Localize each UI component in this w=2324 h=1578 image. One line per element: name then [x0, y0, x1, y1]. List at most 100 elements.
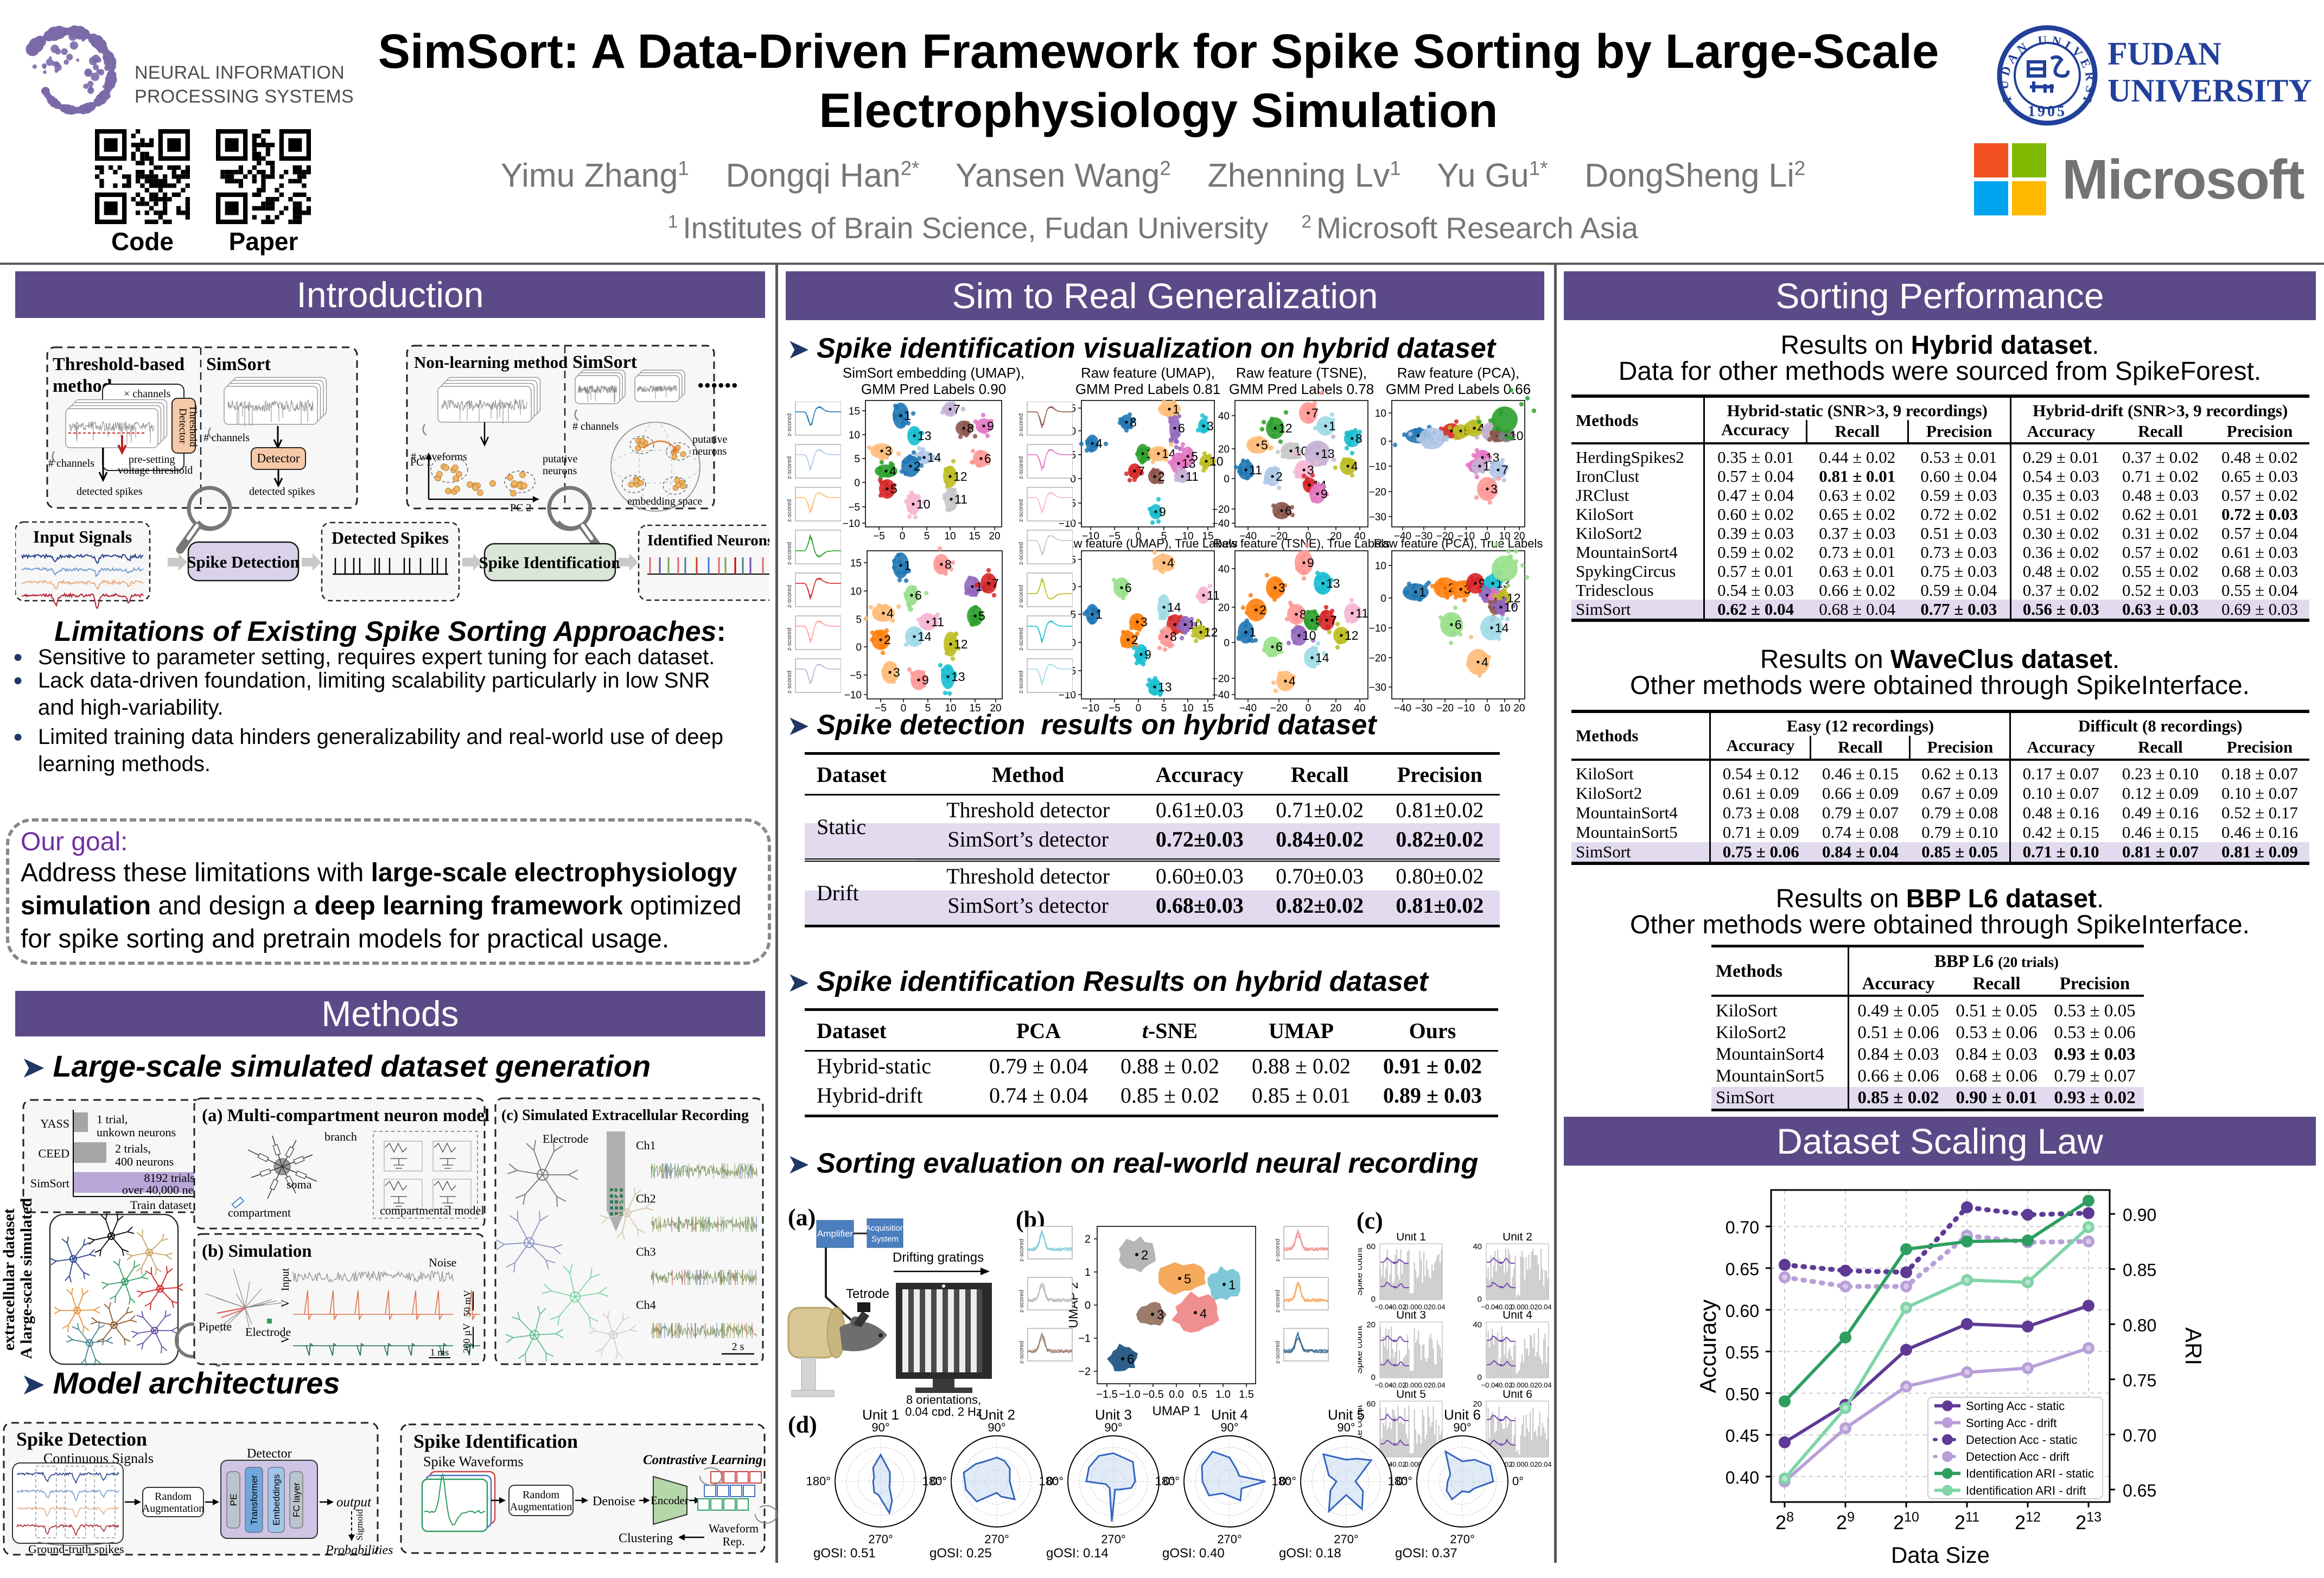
svg-text:PC 2: PC 2 [510, 502, 531, 514]
svg-text:0.5: 0.5 [1192, 1389, 1207, 1401]
svg-text:0: 0 [901, 703, 907, 714]
svg-text:−40: −40 [1212, 518, 1230, 530]
svg-text:detected spikes: detected spikes [77, 486, 143, 498]
svg-text:Detector: Detector [247, 1447, 292, 1461]
svg-text:2: 2 [1259, 603, 1266, 617]
svg-text:20: 20 [1218, 444, 1230, 455]
svg-text:20: 20 [1218, 602, 1230, 614]
svg-text:8: 8 [1170, 629, 1177, 644]
svg-text:11: 11 [1186, 469, 1199, 483]
svg-text:0.70: 0.70 [2123, 1426, 2156, 1446]
svg-text:putative: putative [543, 453, 578, 465]
svg-text:GMM Pred Labels 0.78: GMM Pred Labels 0.78 [1229, 381, 1374, 397]
svg-text:0°: 0° [1512, 1474, 1524, 1488]
svg-text:Drifting gratings: Drifting gratings [893, 1250, 984, 1265]
svg-text:5: 5 [890, 482, 897, 496]
svg-text:11: 11 [1207, 588, 1220, 602]
svg-text:Sigmoid: Sigmoid [354, 1509, 365, 1541]
svg-text:Unit 3: Unit 3 [1396, 1311, 1426, 1321]
svg-text:neurons: neurons [543, 465, 577, 477]
svg-text:213: 213 [2075, 1510, 2102, 1534]
svg-text:Clustering: Clustering [619, 1531, 673, 1545]
svg-text:0: 0 [1306, 703, 1311, 714]
svg-text:1: 1 [904, 409, 911, 423]
svg-text:−1.5: −1.5 [1096, 1389, 1117, 1401]
svg-text:detected spikes: detected spikes [249, 486, 315, 498]
svg-text:−5: −5 [1109, 531, 1120, 542]
svg-text:branch: branch [324, 1130, 357, 1143]
svg-text:90°: 90° [1337, 1421, 1355, 1434]
svg-text:−0.04: −0.04 [1375, 1381, 1393, 1389]
svg-text:4: 4 [1351, 459, 1358, 473]
svg-text:13: 13 [918, 429, 932, 443]
svg-text:−0.02: −0.02 [1389, 1381, 1406, 1389]
svg-text:Raw feature (UMAP),: Raw feature (UMAP), [1081, 365, 1215, 381]
svg-text:12: 12 [953, 469, 967, 483]
svg-text:1: 1 [1249, 625, 1256, 639]
svg-text:5: 5 [924, 531, 930, 542]
svg-text:10: 10 [1302, 628, 1316, 642]
svg-text:# channels: # channels [572, 421, 619, 432]
svg-text:9: 9 [987, 419, 994, 433]
svg-text:400 neurons: 400 neurons [115, 1155, 174, 1168]
svg-text:0: 0 [1478, 1373, 1482, 1382]
svg-text:8192 trials,: 8192 trials, [144, 1171, 198, 1185]
svg-text:0.02: 0.02 [1524, 1303, 1538, 1311]
svg-text:putative: putative [692, 434, 728, 446]
svg-text:gOSI: 0.51: gOSI: 0.51 [813, 1546, 876, 1561]
svg-text:compartment: compartment [228, 1206, 291, 1219]
svg-text:0.02: 0.02 [1524, 1460, 1538, 1468]
svg-text:28: 28 [1775, 1510, 1794, 1534]
svg-text:Electrode: Electrode [543, 1132, 588, 1146]
svg-text:Input: Input [279, 1268, 291, 1291]
svg-text:Probabilities: Probabilities [325, 1543, 393, 1557]
svg-text:PE: PE [228, 1494, 239, 1506]
svg-text:z-scored: z-scored [1018, 671, 1024, 693]
svg-text:0.60: 0.60 [1726, 1301, 1759, 1321]
svg-text:Augmentation: Augmentation [142, 1503, 204, 1515]
svg-text:voltage threshold: voltage threshold [118, 465, 193, 476]
svg-text:0: 0 [1085, 1300, 1091, 1312]
svg-text:−0.5: −0.5 [1142, 1389, 1163, 1401]
svg-text:gOSI: 0.40: gOSI: 0.40 [1162, 1546, 1225, 1561]
svg-text:10: 10 [1375, 408, 1386, 419]
svg-text:Electrode: Electrode [245, 1325, 291, 1339]
svg-text:15: 15 [1202, 703, 1213, 714]
svg-text:0.0: 0.0 [1169, 1389, 1184, 1401]
svg-text:z-scored: z-scored [1018, 413, 1024, 436]
svg-text:0.85: 0.85 [2123, 1261, 2156, 1280]
svg-text:−40: −40 [1394, 703, 1411, 714]
svg-text:13: 13 [951, 670, 965, 684]
svg-text:Unit 1: Unit 1 [1396, 1233, 1426, 1243]
svg-text:6: 6 [915, 588, 922, 602]
svg-text:0.50: 0.50 [1726, 1384, 1759, 1404]
svg-text:0: 0 [1380, 593, 1386, 605]
svg-text:−20: −20 [1270, 703, 1288, 714]
svg-text:211: 211 [1954, 1510, 1979, 1534]
svg-text:0.04: 0.04 [1431, 1381, 1445, 1389]
svg-text:40: 40 [1473, 1320, 1482, 1329]
svg-text:−20: −20 [1369, 487, 1386, 498]
svg-text:5: 5 [1161, 531, 1167, 542]
svg-text:20: 20 [1330, 703, 1341, 714]
svg-text:−5: −5 [850, 670, 862, 682]
svg-text:Detector: Detector [177, 408, 188, 444]
svg-text:SimSort: SimSort [572, 352, 638, 372]
svg-text:−10: −10 [1369, 623, 1386, 634]
svg-text:270°: 270° [1450, 1532, 1475, 1546]
svg-text:0: 0 [1371, 1295, 1376, 1304]
svg-text:0.65: 0.65 [1726, 1259, 1759, 1279]
svg-text:0.00: 0.00 [1511, 1381, 1524, 1389]
svg-text:Ch3: Ch3 [636, 1245, 656, 1258]
svg-text:extracellular dataset: extracellular dataset [0, 1208, 18, 1351]
svg-text:−40: −40 [1212, 690, 1230, 701]
svg-text:20: 20 [1513, 531, 1525, 542]
svg-text:z-scored: z-scored [1018, 542, 1024, 565]
svg-text:Encoder: Encoder [651, 1494, 689, 1507]
svg-text:Embeddings: Embeddings [271, 1474, 282, 1526]
svg-text:6: 6 [1455, 618, 1462, 632]
svg-text:× channels: × channels [124, 388, 170, 400]
svg-text:90°: 90° [1220, 1421, 1238, 1434]
svg-text:1905: 1905 [2028, 103, 2067, 120]
svg-text:20: 20 [1330, 531, 1341, 542]
